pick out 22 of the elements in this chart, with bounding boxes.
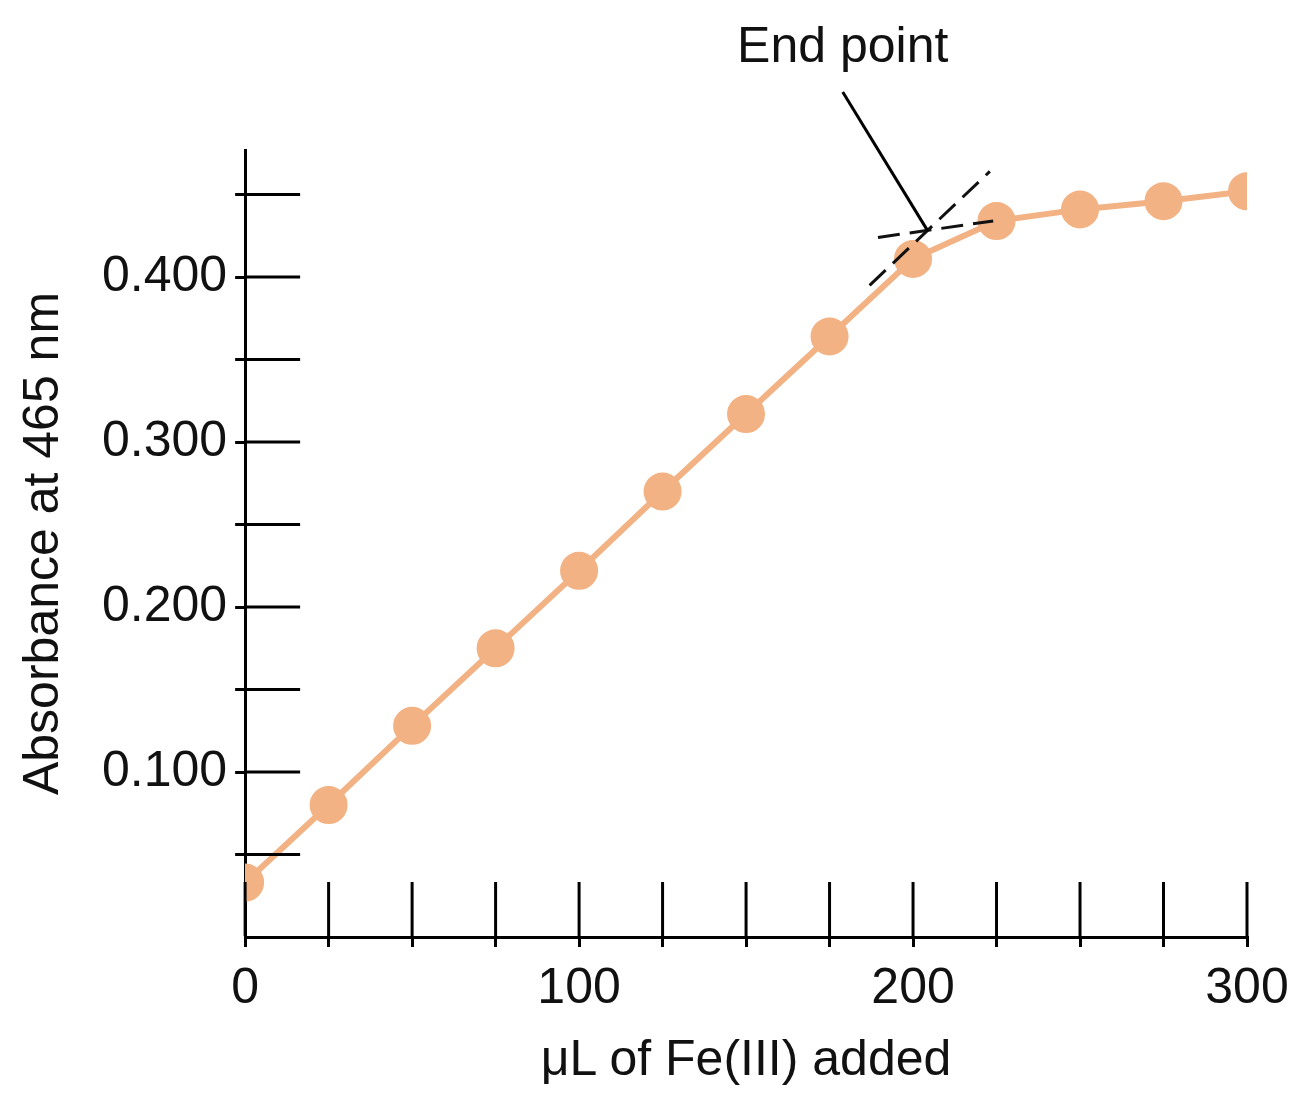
x-tick-label: 300 [1205,957,1289,1014]
x-tick-label: 100 [537,957,621,1014]
y-tick-label: 0.400 [102,245,228,302]
point [560,551,599,590]
point [727,394,766,433]
y-tick-label: 0.300 [102,410,228,467]
point [309,786,348,825]
y-axis-title: Absorbance at 465 nm [12,291,69,796]
point [810,317,849,356]
point [393,706,432,745]
point [894,239,933,278]
x-tick-label: 0 [231,957,260,1014]
y-tick-label: 0.200 [102,575,228,632]
y-tick-label: 0.100 [102,740,228,797]
annotation: End point [737,17,949,73]
point [643,472,682,511]
x-tick-label: 200 [871,957,955,1014]
point [1144,182,1183,221]
point [476,629,515,668]
point [1061,190,1100,229]
x-axis-title: μL of Fe(III) added [540,1029,952,1086]
point [977,201,1016,240]
